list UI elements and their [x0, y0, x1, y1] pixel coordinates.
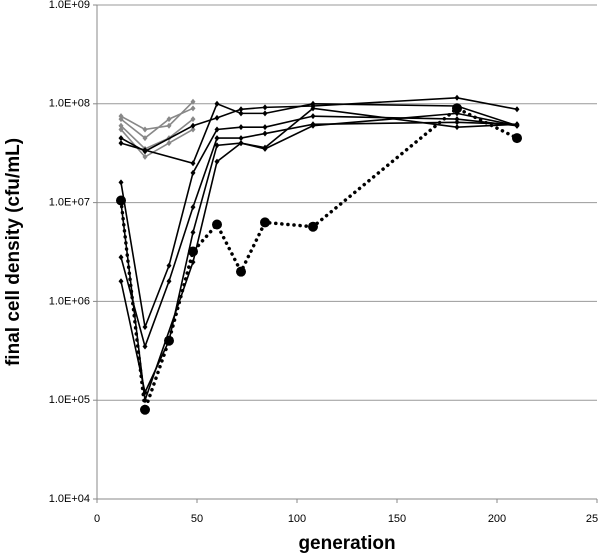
point	[142, 126, 148, 133]
point	[454, 124, 460, 131]
point	[238, 110, 244, 117]
point	[214, 158, 220, 165]
point	[142, 147, 148, 154]
point	[454, 116, 460, 123]
y-tick-label: 1.0E+05	[49, 394, 90, 406]
point	[118, 116, 124, 123]
x-axis-label: generation	[298, 533, 395, 554]
point	[140, 404, 150, 415]
point	[142, 324, 148, 331]
point	[118, 140, 124, 147]
x-tick-label: 150	[388, 513, 406, 525]
point	[164, 335, 174, 346]
point	[238, 135, 244, 142]
point	[262, 104, 268, 111]
point	[238, 140, 244, 147]
point	[308, 221, 318, 232]
point	[262, 130, 268, 137]
point	[190, 126, 196, 133]
point	[310, 122, 316, 129]
series-line	[120, 100, 194, 131]
point	[166, 116, 172, 123]
x-tick-label: 50	[191, 513, 203, 525]
point	[166, 140, 172, 147]
point	[190, 169, 196, 176]
point	[116, 195, 126, 206]
point	[452, 103, 462, 114]
point	[118, 122, 124, 129]
point	[262, 124, 268, 131]
series-line	[120, 107, 518, 395]
series-line	[119, 106, 519, 411]
x-tick-label: 200	[488, 513, 506, 525]
point	[190, 116, 196, 123]
point	[142, 135, 148, 142]
y-tick-label: 1.0E+04	[49, 493, 90, 505]
y-tick-label: 1.0E+06	[49, 295, 90, 307]
point	[166, 262, 172, 269]
series-line	[120, 112, 518, 401]
point	[188, 246, 198, 257]
point	[190, 229, 196, 236]
point	[236, 266, 246, 277]
series-line	[120, 121, 518, 350]
point	[260, 217, 270, 228]
point	[118, 126, 124, 133]
point	[238, 124, 244, 131]
point	[310, 105, 316, 112]
point	[214, 126, 220, 133]
point	[454, 119, 460, 126]
point	[310, 100, 316, 107]
point	[514, 106, 520, 113]
point	[214, 114, 220, 121]
point	[190, 122, 196, 129]
point	[166, 278, 172, 285]
point	[190, 204, 196, 211]
point	[262, 110, 268, 117]
point	[118, 135, 124, 142]
point	[238, 106, 244, 113]
point	[214, 100, 220, 107]
x-tick-label: 100	[288, 513, 306, 525]
x-tick-label: 0	[94, 513, 100, 525]
point	[166, 122, 172, 129]
series-line	[120, 128, 194, 158]
y-axis-label: final cell density (cfu/mL)	[3, 138, 24, 366]
point	[212, 219, 222, 230]
x-tick-label: 25	[586, 513, 598, 525]
point	[512, 133, 522, 144]
point	[190, 98, 196, 105]
point	[214, 135, 220, 142]
point	[118, 179, 124, 186]
y-tick-label: 1.0E+09	[49, 0, 90, 11]
point	[142, 153, 148, 160]
y-tick-label: 1.0E+08	[49, 98, 90, 110]
point	[118, 278, 124, 285]
point	[310, 113, 316, 120]
y-tick-label: 1.0E+07	[49, 197, 90, 209]
series-line	[120, 118, 194, 150]
point	[190, 160, 196, 167]
series-line	[120, 107, 194, 140]
point	[514, 122, 520, 129]
point	[454, 94, 460, 101]
point	[214, 142, 220, 149]
point	[262, 145, 268, 152]
point	[190, 105, 196, 112]
point	[142, 343, 148, 350]
point	[118, 254, 124, 261]
